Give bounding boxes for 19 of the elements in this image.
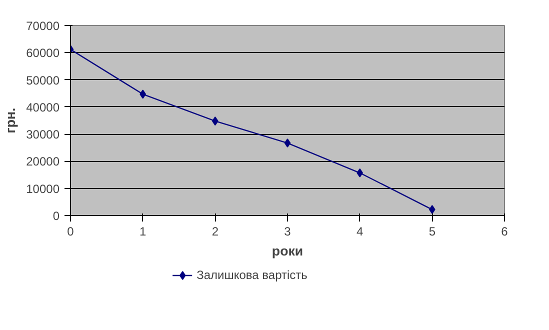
x-tick-label: 3 <box>284 224 292 238</box>
x-tick-label: 4 <box>356 224 364 238</box>
y-axis-title: грн. <box>3 108 18 134</box>
point <box>284 138 291 148</box>
x-axis-title: роки <box>272 244 304 258</box>
x-tick-label: 0 <box>67 224 74 238</box>
y-tick-label: 30000 <box>26 128 60 142</box>
y-tick-label: 20000 <box>26 154 60 169</box>
y-tick-label: 60000 <box>26 46 60 60</box>
x-tick-label: 6 <box>501 224 508 238</box>
y-tick-label: 10000 <box>26 182 60 196</box>
x-tick-label: 5 <box>428 224 436 238</box>
y-tick-label: 70000 <box>26 19 60 33</box>
x-tick-label: 1 <box>139 224 146 238</box>
y-tick-label: 40000 <box>26 100 60 114</box>
x-tick-label: 2 <box>212 224 219 238</box>
y-tick-label: 50000 <box>26 73 60 88</box>
legend-label: Залишкова вартість <box>196 268 308 282</box>
y-tick-label: 0 <box>52 209 60 223</box>
